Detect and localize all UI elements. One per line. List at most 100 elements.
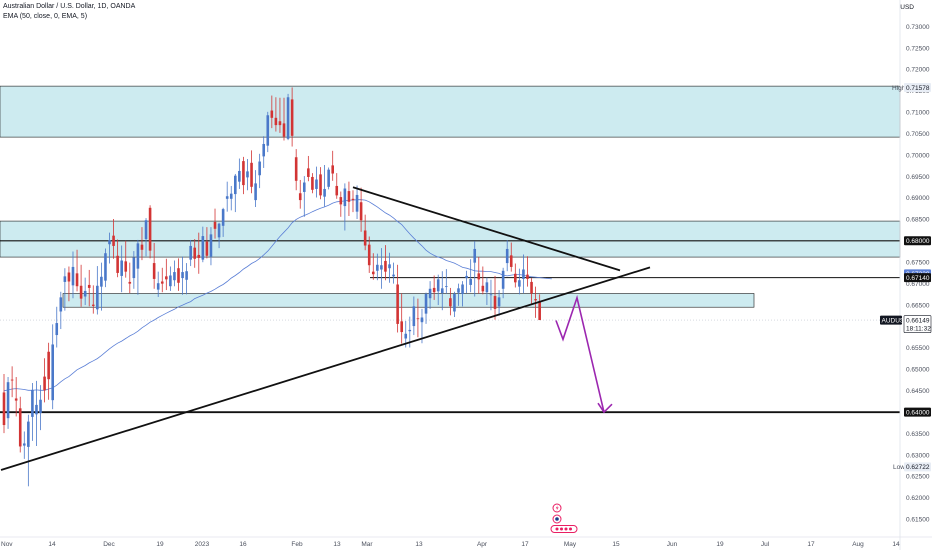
time-tick-label: May (564, 541, 577, 548)
candle-body (380, 265, 383, 270)
zone-rect[interactable] (0, 220, 901, 258)
price-tick-label: 0.70000 (906, 152, 930, 159)
candle-body (526, 274, 529, 279)
candle-body (331, 165, 334, 174)
candle-body (258, 161, 261, 176)
candle-body (359, 202, 363, 221)
price-tick-label: 0.69500 (906, 174, 930, 181)
descending-trendline[interactable] (352, 186, 621, 272)
candle-body (254, 183, 257, 201)
ema-indicator-legend[interactable]: EMA (50, close, 0, EMA, 5) (3, 13, 88, 20)
zone-rect[interactable] (62, 293, 755, 308)
zone-rect[interactable] (0, 85, 901, 138)
time-tick-label: 13 (415, 541, 423, 548)
price-tick-label: 0.64500 (906, 388, 930, 395)
event-dot-icon (560, 527, 563, 531)
candle-body (189, 245, 192, 260)
projection-layer (555, 294, 613, 414)
ascending-trendline[interactable] (0, 266, 651, 471)
candle-body (177, 268, 180, 283)
candle-body (120, 260, 123, 276)
candle-body (234, 175, 237, 195)
candle-body (209, 234, 213, 257)
target-0640-tag[interactable]: 0.64000 (904, 407, 931, 417)
time-tick-label: 19 (716, 541, 724, 548)
candle-body (501, 270, 505, 289)
price-tick-label: 0.72000 (906, 67, 930, 74)
candle-body (388, 264, 391, 269)
candle-body (197, 254, 201, 258)
time-tick-label: 13 (333, 541, 341, 548)
time-tick-label: Nov (1, 541, 13, 548)
candle-body (140, 244, 144, 250)
candle-body (400, 321, 403, 333)
candle-body (14, 398, 18, 401)
candle-body (148, 207, 152, 251)
candle-body (59, 297, 63, 312)
price-tick-label: 0.66500 (906, 302, 930, 309)
time-tick-label: 17 (521, 541, 529, 548)
lightning-bolt-icon (555, 505, 559, 511)
level-0680-tag[interactable]: 0.68000 (904, 236, 931, 246)
candle-body (489, 294, 493, 296)
candle-body (31, 389, 34, 417)
candle-body (538, 301, 541, 321)
candle-body (2, 392, 6, 426)
event-dot-icon (569, 527, 572, 531)
candle-body (124, 261, 128, 272)
time-tick-label: Jun (667, 541, 678, 548)
price-tag-bg (904, 236, 931, 246)
candle-body (91, 304, 95, 306)
candle-body (384, 260, 387, 272)
candle-body (266, 115, 270, 146)
countdown-text: 18:11:32 (906, 326, 931, 333)
high-label: High (892, 85, 906, 92)
candle-body (457, 288, 460, 293)
candle-body (339, 197, 343, 205)
candle-body (156, 283, 160, 290)
candle-body (290, 99, 294, 136)
earnings-event-icon[interactable] (550, 525, 578, 533)
candle-body (473, 248, 477, 263)
candle-body (185, 271, 188, 280)
candle-body (465, 275, 468, 279)
price-tick-label: 0.71000 (906, 110, 930, 117)
projection-path[interactable] (555, 294, 605, 413)
price-tick-label: 0.73000 (906, 24, 930, 31)
time-tick-label: Mar (361, 541, 373, 548)
candle-body (242, 161, 245, 186)
candle-body (87, 284, 91, 288)
level-06714-tag[interactable]: 0.67140 (904, 273, 931, 283)
candle-body (27, 421, 30, 447)
candle-body (298, 193, 302, 201)
symbol-tag-bg (880, 315, 902, 325)
candle-body (416, 318, 420, 320)
candle-body (481, 285, 485, 292)
candle-body (404, 333, 408, 339)
candle-body (104, 253, 107, 281)
high-price-tag[interactable]: 0.71578 (904, 82, 931, 92)
candle-body (505, 248, 509, 264)
candle-body (485, 282, 489, 293)
candle-body (408, 329, 412, 332)
candle-body (396, 284, 399, 324)
candle-body (311, 176, 314, 190)
low-price-tag[interactable]: 0.62722 (904, 462, 931, 472)
candle-body (160, 281, 164, 284)
price-tag-bg (904, 462, 931, 472)
time-tick-label: Dec (103, 541, 115, 548)
candle-body (43, 376, 46, 391)
event-dot-icon (555, 527, 559, 531)
price-tag-bg (904, 407, 931, 417)
current-value-text: 0.66149 (906, 317, 930, 324)
price-tag-bg (904, 273, 931, 283)
candle-body (518, 280, 521, 287)
symbol-title[interactable]: Australian Dollar / U.S. Dollar, 1D, OAN… (3, 3, 136, 10)
candle-body (367, 244, 371, 266)
candle-body (294, 157, 298, 181)
candle-body (262, 143, 266, 157)
candle-body (420, 317, 424, 323)
